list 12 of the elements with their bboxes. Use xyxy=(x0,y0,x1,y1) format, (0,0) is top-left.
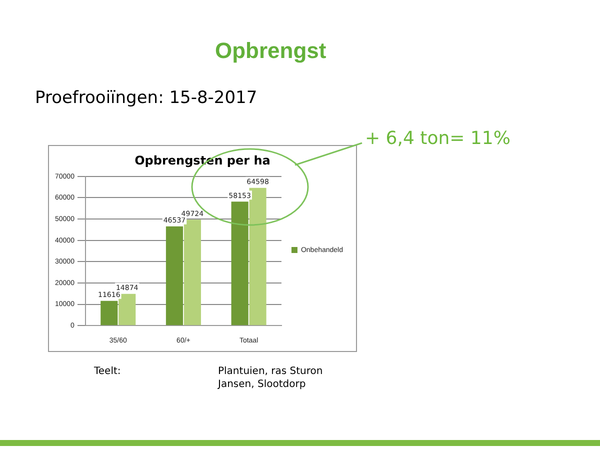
bar xyxy=(118,294,136,326)
text: Teelt: xyxy=(94,366,121,377)
text: Proefrooiïngen: 15-8-2017 xyxy=(35,88,258,108)
bar xyxy=(100,300,118,326)
text: Jansen, Slootdorp xyxy=(218,379,306,390)
text: + 6,4 ton= 11% xyxy=(365,128,510,149)
bar xyxy=(231,202,248,326)
bar xyxy=(249,188,266,326)
text: Opbrengst xyxy=(215,38,326,64)
text: Plantuien, ras Sturon xyxy=(218,366,323,377)
bar xyxy=(166,226,184,326)
bar xyxy=(184,220,201,326)
